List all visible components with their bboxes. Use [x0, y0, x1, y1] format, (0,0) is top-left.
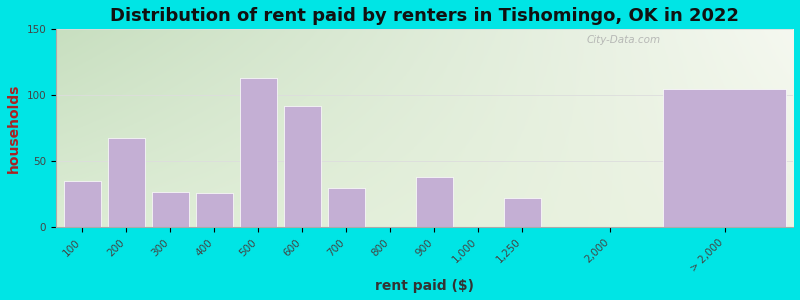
Bar — [328, 188, 365, 227]
Bar — [196, 193, 233, 227]
Title: Distribution of rent paid by renters in Tishomingo, OK in 2022: Distribution of rent paid by renters in … — [110, 7, 739, 25]
Text: City-Data.com: City-Data.com — [586, 35, 661, 45]
Bar — [504, 198, 541, 227]
Bar — [663, 89, 786, 227]
X-axis label: rent paid ($): rent paid ($) — [375, 279, 474, 293]
Bar — [152, 192, 189, 227]
Bar — [416, 177, 453, 227]
Bar — [64, 181, 101, 227]
Bar — [240, 78, 277, 227]
Y-axis label: households: households — [7, 84, 21, 173]
Bar — [284, 106, 321, 227]
Bar — [108, 138, 145, 227]
